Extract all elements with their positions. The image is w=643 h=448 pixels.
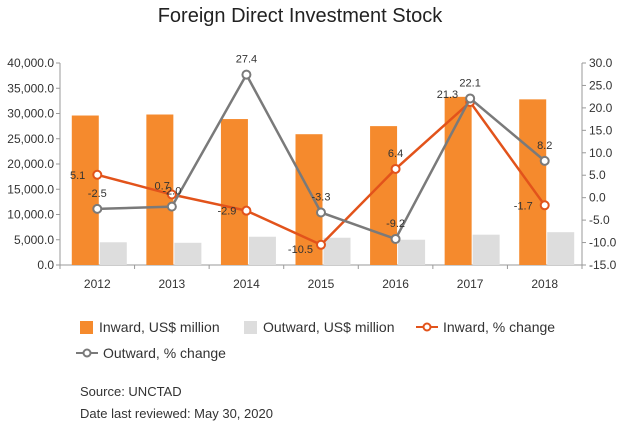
plot-area: 0.0 5,000.0 10,000.0 15,000.0 20,000.0 25,000… <box>7 54 616 291</box>
outward-bar <box>398 239 426 265</box>
outward-change-label: 8.2 <box>537 140 552 152</box>
x-tick-label: 2016 <box>382 277 409 291</box>
source-note: Source: UNCTAD <box>80 384 182 399</box>
outward-change-label: -2.0 <box>162 186 181 198</box>
inward-change-label: -10.5 <box>288 244 313 256</box>
left-tick-label: 0.0 <box>37 258 54 272</box>
outward-change-point <box>241 69 252 80</box>
inward-change-label: 6.4 <box>388 148 403 160</box>
inward-bar <box>220 119 248 266</box>
outward-change-label: -9.2 <box>386 218 405 230</box>
right-tick-label: 15.0 <box>589 123 613 137</box>
legend-label: Inward, % change <box>443 319 555 335</box>
inward-change-point <box>166 189 177 200</box>
right-tick-label: -10.0 <box>589 236 617 250</box>
outward-bar <box>547 232 575 265</box>
inward-change-label: -2.9 <box>217 206 236 218</box>
legend-marker <box>82 348 92 358</box>
outward-change-point <box>390 233 401 244</box>
left-tick-label: 25,000.0 <box>7 132 54 146</box>
right-tick-label: 0.0 <box>589 191 606 205</box>
x-tick-label: 2012 <box>84 277 111 291</box>
inward-bar <box>71 115 99 266</box>
left-tick-label: 5,000.0 <box>14 233 54 247</box>
legend-swatch <box>80 321 93 334</box>
inward-bar <box>519 99 547 265</box>
left-tick-label: 15,000.0 <box>7 182 54 196</box>
right-tick-label: 10.0 <box>589 146 613 160</box>
right-tick-label: -15.0 <box>589 258 617 272</box>
inward-bar <box>444 96 472 266</box>
outward-change-label: 27.4 <box>236 54 257 66</box>
inward-change-point <box>241 205 252 216</box>
legend: Inward, US$ million Outward, US$ million I… <box>76 319 555 361</box>
outward-bar <box>323 237 351 265</box>
left-tick-label: 30,000.0 <box>7 107 54 121</box>
left-tick-label: 40,000.0 <box>7 56 54 70</box>
outward-change-point <box>316 207 326 218</box>
outward-bar <box>248 236 276 265</box>
inward-change-point <box>92 169 103 180</box>
legend-label: Outward, % change <box>103 345 226 361</box>
right-tick-label: 5.0 <box>589 168 606 182</box>
x-tick-label: 2014 <box>233 277 260 291</box>
outward-change-point <box>92 203 103 214</box>
inward-change-point <box>390 163 401 174</box>
right-tick-label: -5.0 <box>589 213 610 227</box>
inward-change-label: 0.7 <box>155 181 170 193</box>
outward-change-label: -2.5 <box>88 188 107 200</box>
legend-swatch <box>244 321 257 334</box>
left-tick-label: 10,000.0 <box>7 208 54 222</box>
outward-bar <box>99 242 127 265</box>
legend-label: Outward, US$ million <box>263 319 395 335</box>
reviewed-note: Date last reviewed: May 30, 2020 <box>80 406 273 421</box>
outward-change-point <box>539 155 550 166</box>
left-tick-label: 20,000.0 <box>7 157 54 171</box>
inward-change-point <box>316 239 326 250</box>
inward-change-label: -1.7 <box>514 200 533 212</box>
outward-bar <box>472 234 500 265</box>
right-tick-label: 25.0 <box>589 78 613 92</box>
outward-change-point <box>166 201 177 212</box>
outward-change-point <box>465 93 476 104</box>
inward-change-label: 5.1 <box>70 170 85 182</box>
outward-change-label: 22.1 <box>459 77 480 89</box>
right-tick-label: 20.0 <box>589 101 613 115</box>
chart-title: Foreign Direct Investment Stock <box>158 5 444 27</box>
legend-label: Inward, US$ million <box>99 319 220 335</box>
left-tick-label: 35,000.0 <box>7 81 54 95</box>
x-tick-label: 2017 <box>457 277 484 291</box>
x-tick-label: 2018 <box>531 277 558 291</box>
inward-change-label: 21.3 <box>437 89 458 101</box>
right-tick-label: 30.0 <box>589 56 613 70</box>
inward-change-point <box>539 200 550 211</box>
legend-marker <box>422 322 432 332</box>
outward-change-label: -3.3 <box>312 191 331 203</box>
x-tick-label: 2013 <box>159 277 186 291</box>
x-tick-label: 2015 <box>308 277 335 291</box>
outward-bar <box>174 242 202 265</box>
